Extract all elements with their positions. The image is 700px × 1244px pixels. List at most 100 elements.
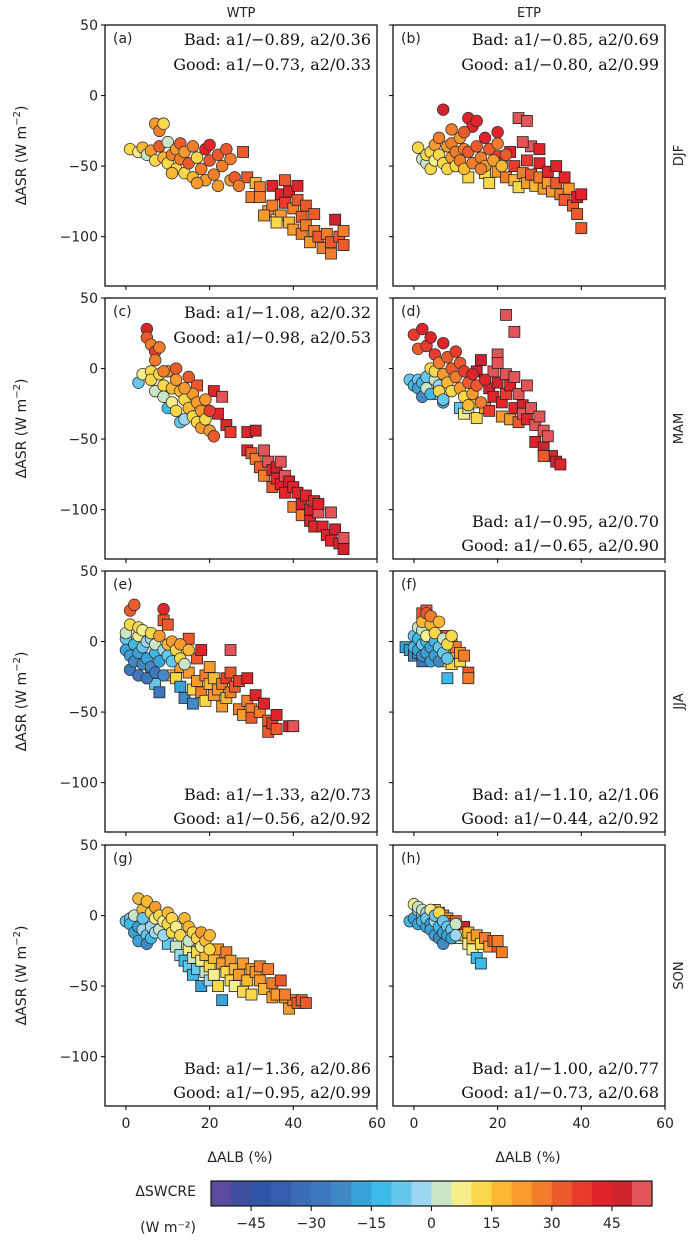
- point-bad-square: [525, 402, 537, 414]
- point-good-circle: [195, 162, 208, 176]
- x-axis-label-left: ΔALB (%): [207, 1150, 272, 1166]
- colorbar-segment: [331, 1181, 352, 1206]
- point-bad-square: [270, 216, 283, 229]
- point-bad-square: [258, 444, 270, 457]
- colorbar-segment: [231, 1181, 252, 1206]
- point-bad-square: [253, 191, 266, 204]
- point-good-circle: [462, 399, 475, 412]
- point-bad-square: [474, 354, 487, 366]
- point-bad-square: [253, 181, 266, 194]
- colorbar-segment: [471, 1181, 493, 1206]
- colorbar-segment: [431, 1181, 452, 1206]
- point-bad-square: [216, 994, 229, 1007]
- y-axis-label: ΔASR (W m−2): [12, 926, 30, 1026]
- y-tick-label: 0: [89, 635, 98, 651]
- point-good-circle: [470, 114, 483, 128]
- point-bad-square: [224, 666, 237, 679]
- point-bad-square: [270, 723, 283, 735]
- point-good-circle: [445, 123, 458, 136]
- axes-frame: [104, 844, 378, 1107]
- point-good-circle: [224, 152, 237, 166]
- y-tick-label: −50: [68, 159, 98, 175]
- x-tick-label: 40: [572, 1116, 590, 1132]
- y-tick-label: −50: [68, 432, 98, 448]
- point-bad-square: [537, 450, 550, 462]
- point-good-circle: [491, 126, 504, 139]
- point-bad-square: [521, 379, 533, 392]
- row-label: JJA: [672, 693, 687, 710]
- point-bad-square: [533, 410, 546, 423]
- point-bad-square: [491, 356, 504, 369]
- point-good-circle: [432, 615, 446, 628]
- panel-letter: (f): [401, 577, 417, 593]
- point-bad-square: [153, 686, 166, 699]
- point-good-circle: [190, 151, 204, 164]
- point-good-circle: [190, 176, 204, 190]
- point-good-circle: [491, 137, 504, 150]
- point-bad-square: [554, 458, 567, 471]
- point-bad-square: [337, 531, 350, 544]
- point-bad-square: [299, 199, 312, 212]
- panel-letter: (h): [401, 851, 421, 867]
- point-good-circle: [445, 629, 458, 643]
- point-bad-square: [245, 988, 258, 1001]
- x-tick-label: 60: [368, 1116, 386, 1132]
- panel-c: 50 0 −50 −100 ΔASR (W m−2) (c) Bad: a1/−1.08, …: [12, 291, 378, 563]
- panel-h: 0 20 40 60 SON (h) Bad: a1/−1.00, a2/0.77 Good:…: [389, 844, 687, 1132]
- point-good-circle: [232, 179, 246, 193]
- point-bad-square: [287, 720, 300, 733]
- bad-fit-annotation: Bad: a1/−0.85, a2/0.69: [472, 30, 659, 49]
- good-fit-annotation: Good: a1/−0.65, a2/0.90: [461, 536, 659, 555]
- panel-f: JJA (f) Bad: a1/−1.10, a2/1.06 Good: a1/−0.…: [389, 570, 687, 836]
- x-tick-label: 0: [121, 1116, 130, 1132]
- point-bad-square: [562, 182, 575, 195]
- panel-b: DJF (b) Bad: a1/−0.85, a2/0.69 Good: a1/−0.…: [389, 24, 687, 290]
- x-tick-label: 60: [656, 1116, 674, 1132]
- x-tick-label: 40: [284, 1116, 302, 1132]
- colorbar-segment: [491, 1181, 513, 1206]
- colorbar-segment: [551, 1181, 573, 1206]
- colorbar: ΔSWCRE (W m⁻²) −45 −30 −15 0 15 30 45: [135, 1180, 653, 1236]
- x-tick-label: 0: [409, 1116, 418, 1132]
- point-bad-square: [241, 672, 254, 685]
- point-bad-square: [575, 222, 588, 235]
- colorbar-label-line2: (W m⁻²): [140, 1220, 196, 1236]
- point-good-circle: [441, 652, 454, 665]
- colorbar-ticks: −45 −30 −15 0 15 30 45: [236, 1206, 621, 1232]
- colorbar-segment: [251, 1181, 272, 1206]
- point-bad-square: [174, 680, 187, 693]
- point-good-circle: [182, 370, 195, 384]
- x-tick-label: 20: [489, 1116, 507, 1132]
- colorbar-tick-label: −45: [236, 1216, 266, 1232]
- point-bad-square: [161, 618, 174, 631]
- point-bad-square: [262, 963, 275, 976]
- colorbar-tick-label: −15: [357, 1216, 387, 1232]
- good-fit-annotation: Good: a1/−0.73, a2/0.33: [173, 55, 371, 74]
- good-fit-annotation: Good: a1/−0.73, a2/0.68: [461, 1083, 659, 1102]
- point-bad-square: [508, 325, 521, 338]
- point-bad-square: [516, 136, 529, 148]
- point-good-circle: [157, 365, 170, 378]
- point-good-circle: [203, 943, 216, 956]
- colorbar-segment: [271, 1181, 292, 1206]
- panel-letter: (a): [113, 31, 133, 47]
- point-good-circle: [437, 103, 450, 116]
- bad-fit-annotation: Bad: a1/−1.36, a2/0.86: [184, 1059, 371, 1078]
- y-axis-label: ΔASR (W m−2): [12, 379, 30, 479]
- point-bad-square: [224, 426, 237, 438]
- y-axis-label: ΔASR (W m−2): [12, 106, 30, 206]
- axes-frame: [104, 570, 378, 833]
- point-good-circle: [182, 643, 195, 657]
- point-bad-square: [337, 543, 350, 556]
- point-bad-square: [291, 179, 304, 192]
- point-bad-square: [521, 115, 533, 127]
- y-tick-label: −100: [60, 230, 98, 246]
- column-title-etp: ETP: [517, 6, 541, 21]
- colorbar-segment: [211, 1181, 232, 1206]
- point-good-circle: [169, 404, 183, 418]
- scatter-points: [123, 117, 350, 260]
- y-tick-label: 50: [80, 838, 98, 854]
- colorbar-tick-label: 30: [543, 1216, 561, 1232]
- point-bad-square: [571, 208, 584, 220]
